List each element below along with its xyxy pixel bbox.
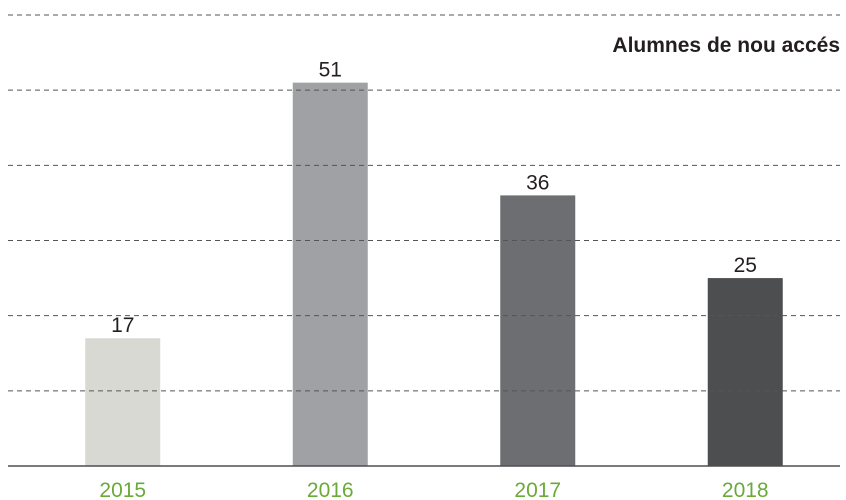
x-tick-label: 2018	[722, 479, 769, 500]
bar	[85, 338, 161, 466]
chart-title: Alumnes de nou accés	[612, 34, 840, 57]
bar	[292, 82, 368, 467]
x-tick-label: 2016	[307, 479, 354, 500]
bar	[500, 195, 576, 466]
bar	[707, 278, 783, 466]
value-label: 17	[111, 314, 134, 337]
value-label: 51	[319, 59, 342, 82]
x-tick-label: 2017	[514, 479, 561, 500]
value-label: 25	[734, 254, 757, 277]
value-label: 36	[526, 171, 549, 194]
x-tick-label: 2015	[99, 479, 146, 500]
